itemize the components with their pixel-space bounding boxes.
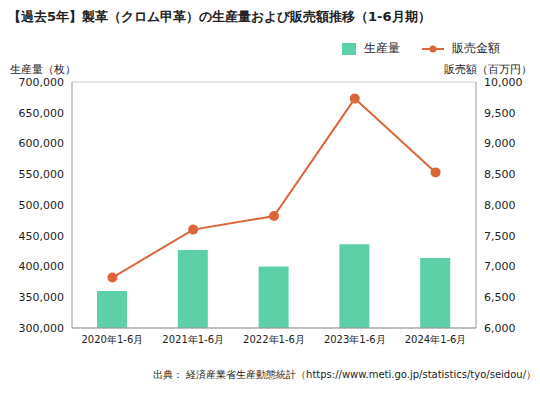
html-text:出典： 経済産業省生産動態統計（https://www.me: 出典： 経済産業省生産動態統計（https://www.meti.go.jp/s… xyxy=(152,369,536,380)
svg-text:8,500: 8,500 xyxy=(484,168,516,181)
svg-text:8,000: 8,000 xyxy=(484,199,516,212)
svg-text:9,500: 9,500 xyxy=(484,107,516,120)
svg-text:2021年1-6月: 2021年1-6月 xyxy=(162,334,224,345)
svg-text:9,000: 9,000 xyxy=(484,137,516,150)
svg-text:2023年1-6月: 2023年1-6月 xyxy=(324,334,386,345)
svg-text:6,500: 6,500 xyxy=(484,291,516,304)
svg-text:2020年1-6月: 2020年1-6月 xyxy=(82,334,144,345)
svg-text:650,000: 650,000 xyxy=(19,107,65,120)
svg-text:6,000: 6,000 xyxy=(484,322,516,335)
svg-text:700,000: 700,000 xyxy=(19,76,65,89)
svg-text:450,000: 450,000 xyxy=(19,230,65,243)
html-text:販売金額: 販売金額 xyxy=(452,41,500,55)
svg-text:7,000: 7,000 xyxy=(484,260,516,273)
svg-text:400,000: 400,000 xyxy=(19,260,65,273)
svg-text:2024年1-6月: 2024年1-6月 xyxy=(405,334,467,345)
svg-text:500,000: 500,000 xyxy=(19,199,65,212)
svg-text:10,000: 10,000 xyxy=(484,76,523,89)
html-text:【過去5年】製革（クロム甲革）の生産量および販売額推移（1-: 【過去5年】製革（クロム甲革）の生産量および販売額推移（1-6月期） xyxy=(8,9,431,24)
svg-text:7,500: 7,500 xyxy=(484,230,516,243)
html-text:販売額（百万円）: 販売額（百万円） xyxy=(444,63,532,76)
html-text:生産量（枚）: 生産量（枚） xyxy=(10,63,76,76)
svg-text:2022年1-6月: 2022年1-6月 xyxy=(243,334,305,345)
svg-text:600,000: 600,000 xyxy=(19,137,65,150)
html-text:生産量: 生産量 xyxy=(364,41,400,55)
svg-text:550,000: 550,000 xyxy=(19,168,65,181)
svg-text:300,000: 300,000 xyxy=(19,322,65,335)
svg-text:350,000: 350,000 xyxy=(19,291,65,304)
